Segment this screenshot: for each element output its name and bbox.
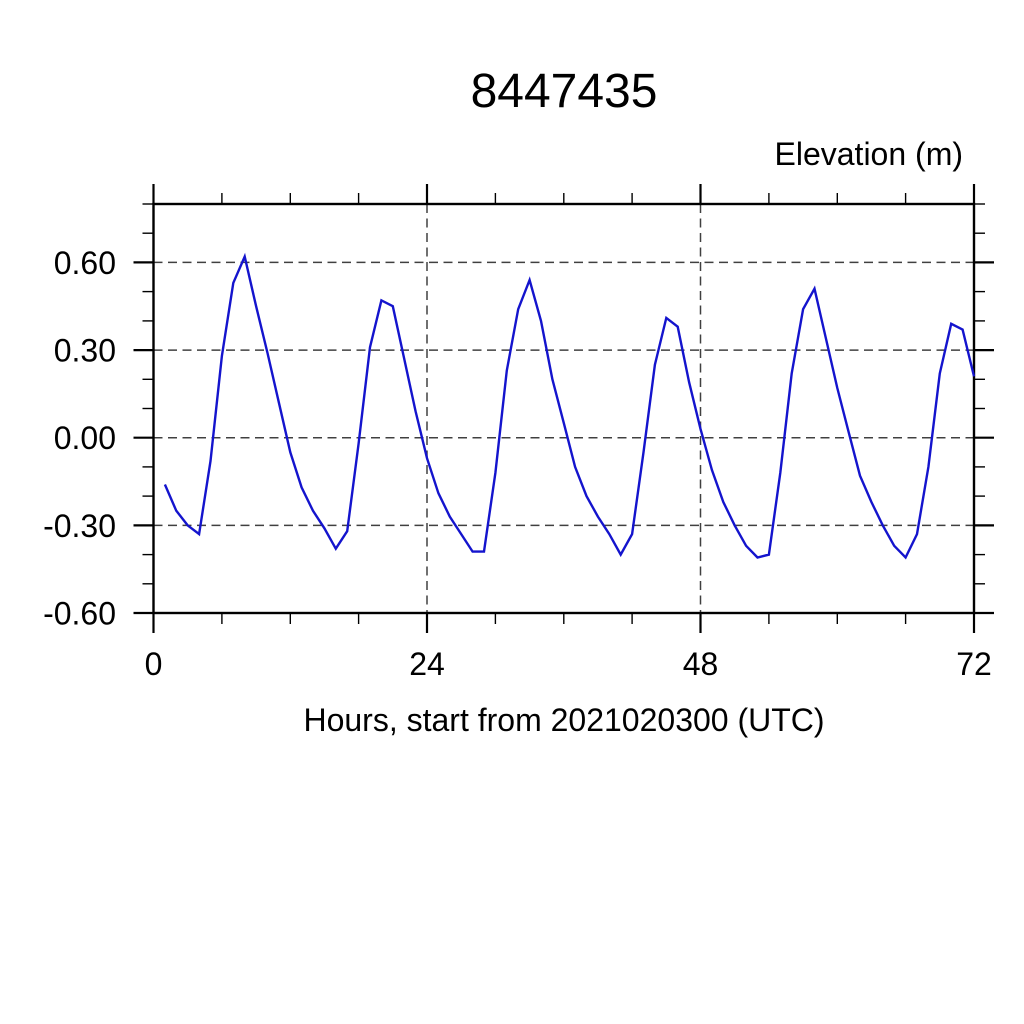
page-title: 8447435 bbox=[471, 65, 658, 118]
x-tick-label: 0 bbox=[145, 646, 163, 682]
y-tick-label: 0.60 bbox=[54, 245, 116, 281]
y-axis-title: Elevation (m) bbox=[775, 136, 964, 172]
tide-curve bbox=[163, 252, 976, 560]
x-tick-label: 48 bbox=[683, 646, 719, 682]
chart-layer: 0 24 48 72 0.60 0.30 0.00 -0.30 -0.60 bbox=[43, 184, 994, 682]
y-tick-label: 0.00 bbox=[54, 420, 116, 456]
x-tick-label: 72 bbox=[956, 646, 992, 682]
y-tick-label: -0.30 bbox=[43, 508, 116, 544]
y-tick-label: -0.60 bbox=[43, 596, 116, 632]
y-tick-label: 0.30 bbox=[54, 333, 116, 369]
x-axis-title: Hours, start from 2021020300 (UTC) bbox=[303, 702, 824, 738]
x-tick-label: 24 bbox=[409, 646, 445, 682]
plot-frame bbox=[152, 202, 976, 615]
